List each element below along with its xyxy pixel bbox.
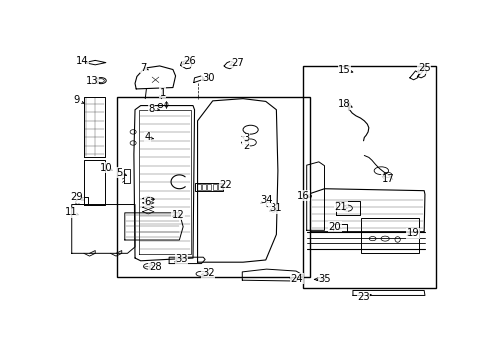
Text: 31: 31 bbox=[268, 203, 281, 213]
Text: 21: 21 bbox=[334, 202, 346, 212]
Text: 18: 18 bbox=[338, 99, 350, 109]
Text: 34: 34 bbox=[260, 195, 272, 205]
Bar bbox=[196, 184, 200, 190]
Text: 22: 22 bbox=[219, 180, 232, 190]
Text: 11: 11 bbox=[65, 207, 78, 217]
Text: 23: 23 bbox=[357, 292, 369, 302]
Text: 35: 35 bbox=[318, 274, 330, 284]
Text: 20: 20 bbox=[328, 222, 340, 232]
Text: 17: 17 bbox=[381, 174, 393, 184]
Text: 27: 27 bbox=[230, 58, 243, 68]
Text: 19: 19 bbox=[406, 228, 418, 238]
Text: 16: 16 bbox=[296, 191, 308, 201]
Text: 4: 4 bbox=[144, 132, 150, 143]
Text: 26: 26 bbox=[183, 57, 195, 67]
Text: 30: 30 bbox=[202, 73, 214, 83]
Text: 8: 8 bbox=[148, 104, 154, 114]
Bar bbox=[218, 184, 222, 190]
Text: 28: 28 bbox=[148, 262, 161, 272]
Bar bbox=[212, 184, 216, 190]
Text: 25: 25 bbox=[417, 63, 429, 73]
Text: 1: 1 bbox=[159, 87, 165, 98]
Text: 15: 15 bbox=[338, 65, 350, 75]
Text: 10: 10 bbox=[100, 163, 112, 173]
Text: 5: 5 bbox=[117, 168, 123, 178]
Text: 13: 13 bbox=[86, 76, 98, 86]
Bar bbox=[361, 218, 418, 253]
Text: 3: 3 bbox=[243, 133, 249, 143]
Text: 24: 24 bbox=[290, 274, 303, 284]
Text: 32: 32 bbox=[202, 268, 214, 278]
Text: 14: 14 bbox=[76, 57, 88, 67]
Bar bbox=[194, 183, 223, 191]
Bar bbox=[207, 184, 211, 190]
Bar bbox=[202, 184, 205, 190]
Text: 2: 2 bbox=[243, 141, 249, 151]
Bar bbox=[117, 97, 309, 276]
Bar bbox=[302, 67, 435, 288]
Text: 33: 33 bbox=[175, 255, 187, 264]
Text: 29: 29 bbox=[71, 192, 83, 202]
Text: 12: 12 bbox=[171, 210, 184, 220]
Text: 7: 7 bbox=[140, 63, 146, 73]
Text: 6: 6 bbox=[144, 197, 150, 207]
Text: 9: 9 bbox=[74, 95, 80, 105]
